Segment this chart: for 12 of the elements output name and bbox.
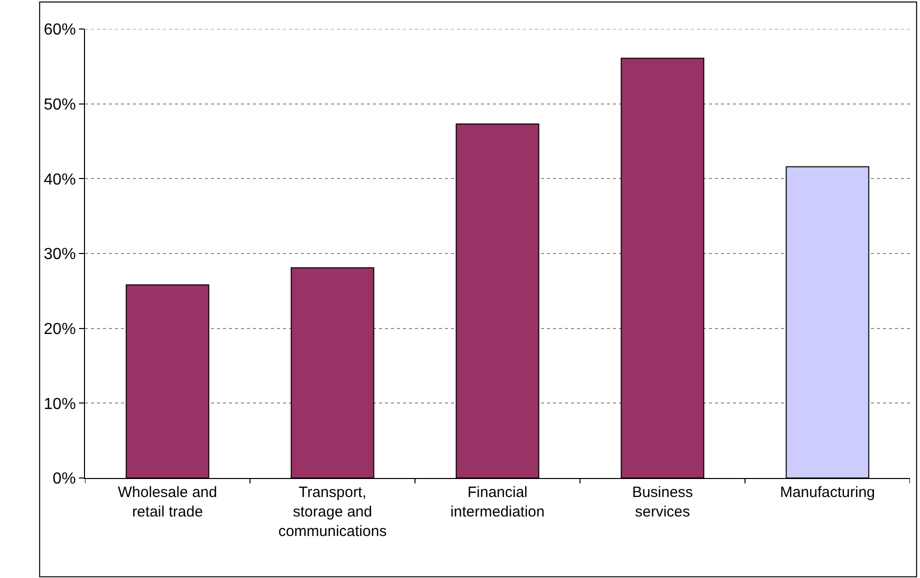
y-tick-label: 60%: [44, 22, 76, 39]
x-tick-label: Wholesale and retail trade: [118, 484, 218, 520]
y-tick-label: 10%: [44, 396, 76, 413]
y-tick-label: 30%: [44, 246, 76, 264]
y-tick-label: 0%: [52, 470, 76, 488]
x-tick-label: Business services: [632, 484, 693, 520]
y-tick-label: 20%: [44, 320, 76, 338]
x-tick-label: Financial intermediation: [450, 484, 545, 520]
y-tick-label: 40%: [44, 171, 76, 188]
x-tick-label: Manufacturing: [780, 484, 876, 501]
y-tick-label: 50%: [44, 96, 76, 114]
x-tick-label: Transport, storage and communications: [278, 484, 387, 540]
